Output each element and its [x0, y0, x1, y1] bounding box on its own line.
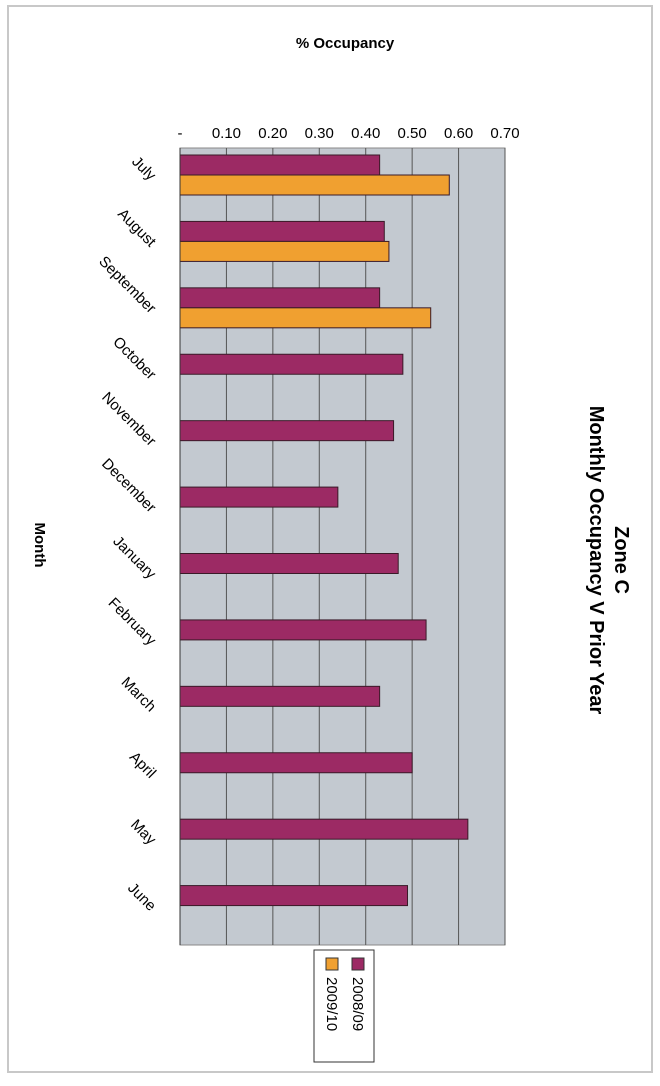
bar-2008-09-august [179, 220, 385, 242]
bar-2008-09-march [179, 685, 381, 707]
legend: 2008/09 2009/10 [313, 949, 375, 1063]
legend-box [313, 949, 375, 1063]
legend-label-2009-10: 2009/10 [323, 977, 340, 1031]
bar-2009-10-august [179, 240, 390, 262]
bar-2009-10-july [179, 174, 450, 196]
legend-swatch-2009-10 [325, 957, 339, 971]
chart-title: Zone C [610, 526, 632, 594]
x-tick-label: 0.30 [305, 125, 334, 142]
bar-2008-09-july [179, 154, 381, 176]
chart-subtitle: Monthly Occupancy V Prior Year [585, 406, 607, 715]
bar-2008-09-february [179, 619, 427, 641]
bar-2008-09-january [179, 553, 399, 574]
tick-labels: - 0.10 0.20 0.30 0.40 0.50 0.60 0.70 [178, 125, 520, 142]
x-tick-label: 0.50 [398, 125, 427, 142]
bar-2008-09-december [179, 486, 339, 508]
bar-2008-09-april [179, 752, 413, 774]
bar-2008-09-november [179, 420, 395, 442]
x-axis-title: % Occupancy [296, 35, 395, 52]
bar-2008-09-september [179, 287, 381, 309]
x-tick-label: - [178, 125, 183, 142]
gridlines [225, 148, 506, 945]
x-tick-label: 0.60 [444, 125, 473, 142]
y-axis-title: Month [31, 523, 48, 568]
bar-2009-10-september [179, 307, 432, 329]
bar-2008-09-may [179, 818, 469, 840]
x-tick-label: 0.40 [351, 125, 380, 142]
x-tick-label: 0.70 [490, 125, 519, 142]
x-tick-label: 0.10 [212, 125, 241, 142]
x-tick-label: 0.20 [258, 125, 287, 142]
legend-swatch-2008-09 [351, 957, 365, 971]
bar-2008-09-october [179, 353, 404, 375]
bar-2008-09-june [179, 885, 408, 907]
bars [179, 148, 469, 945]
rotated-chart-group: -0.10 0.20 0.30 0.40 0.50 0.60 0.70 JulyAugust… [31, 35, 632, 1063]
legend-label-2008-09: 2008/09 [349, 977, 366, 1031]
